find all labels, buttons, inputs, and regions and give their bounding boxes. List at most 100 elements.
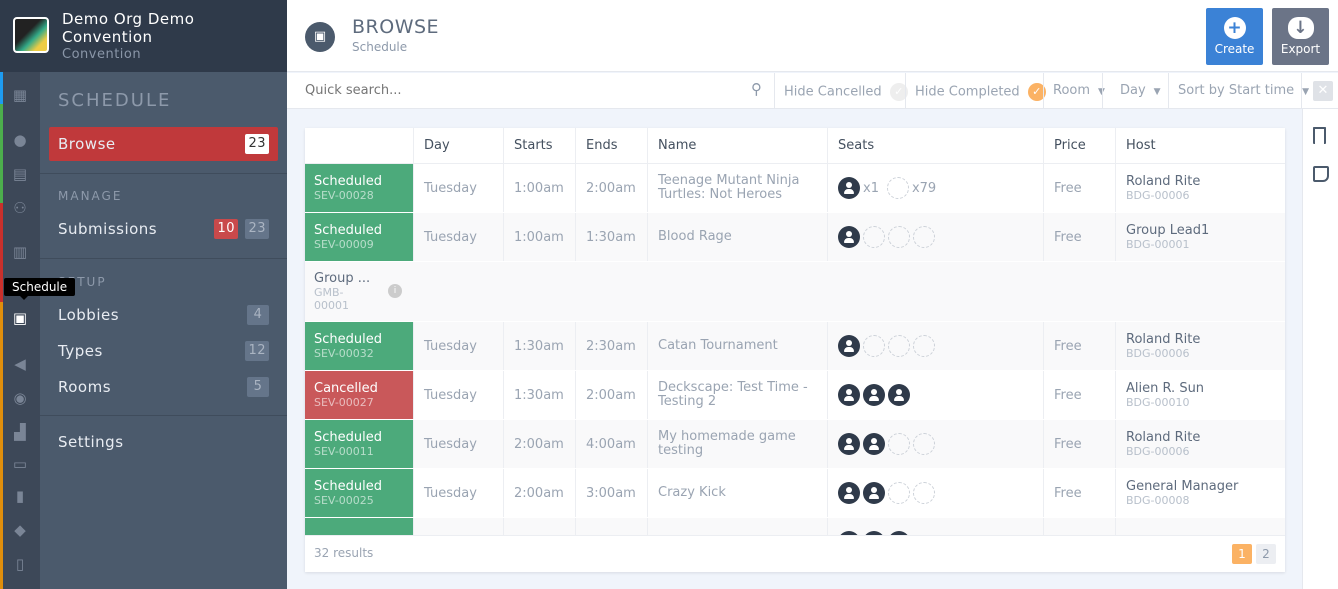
seat-empty-icon	[913, 226, 935, 248]
note-icon[interactable]	[1313, 166, 1329, 182]
sidebar-item-settings[interactable]: Settings	[49, 425, 278, 459]
podium-icon[interactable]: ▟	[14, 423, 26, 441]
org-subtitle: Convention	[62, 47, 142, 62]
count-badge: 4	[247, 305, 269, 325]
column-header[interactable]: Host	[1115, 128, 1285, 164]
host-cell[interactable]: General Manager BDG-00008	[1115, 469, 1285, 517]
barcode-icon[interactable]: ▥	[12, 243, 28, 261]
caret-down-icon: ▼	[1098, 87, 1105, 97]
info-icon[interactable]: i	[388, 284, 402, 298]
host-cell[interactable]: Roland Rite BDG-00006	[1115, 164, 1285, 212]
group-row[interactable]: Group ... GMB-00001 i	[305, 262, 1285, 322]
host-name: Alien R. Sun	[1126, 381, 1205, 396]
library-icon[interactable]: ▮	[15, 487, 25, 505]
ends-cell	[575, 518, 647, 535]
sort-dropdown[interactable]: Sort by Start time ▼	[1178, 83, 1309, 98]
starts-cell: 2:00am	[503, 469, 575, 517]
name-cell[interactable]: My homemade game testing	[647, 420, 827, 468]
host-name: Roland Rite	[1126, 535, 1200, 536]
section-manage: MANAGE	[58, 189, 123, 203]
host-name: General Manager	[1126, 479, 1239, 494]
table-row[interactable]: Scheduled SEV-00032 Tuesday 1:30am 2:30am…	[305, 322, 1285, 371]
day-dropdown[interactable]: Day ▼	[1120, 83, 1161, 98]
org-logo[interactable]	[13, 17, 49, 53]
seat-empty-icon	[913, 482, 935, 504]
sidebar-item-browse[interactable]: Browse 23	[49, 127, 278, 161]
label: Browse	[58, 135, 116, 153]
bookmark-icon[interactable]	[1313, 127, 1326, 144]
column-header[interactable]: Starts	[503, 128, 575, 164]
status: Scheduled	[314, 430, 382, 445]
ends-cell: 4:00am	[575, 420, 647, 468]
column-header[interactable]	[305, 128, 413, 164]
sidebar-item-submissions[interactable]: Submissions 10 23	[49, 212, 278, 246]
clear-filters-button[interactable]: ✕	[1313, 81, 1333, 101]
chat-icon[interactable]: ◆	[14, 521, 26, 539]
host-cell[interactable]: Group Lead1 BDG-00001	[1115, 213, 1285, 261]
user-icon[interactable]: ●	[13, 131, 27, 149]
host-cell[interactable]: Roland Rite BDG-00006	[1115, 420, 1285, 468]
name-cell[interactable]: Catan Tournament	[647, 322, 827, 370]
page-1-button[interactable]: 1	[1232, 544, 1252, 564]
column-header[interactable]: Name	[647, 128, 827, 164]
column-header[interactable]: Ends	[575, 128, 647, 164]
seat-empty-icon	[888, 482, 910, 504]
sidebar-item-lobbies[interactable]: Lobbies 4	[49, 298, 278, 332]
room-dropdown[interactable]: Room ▼	[1053, 83, 1105, 98]
name-cell[interactable]: Deckscape: Test Time - Testing 2	[647, 371, 827, 419]
host-cell[interactable]: Alien R. Sun BDG-00010	[1115, 371, 1285, 419]
schedule-table: Day Starts Ends Name Seats Price Host Schedule…	[305, 128, 1285, 572]
name-cell[interactable]: Teenage Mutant Ninja Turtles: Not Heroes	[647, 164, 827, 212]
host-cell[interactable]: Roland Rite BDG-00006	[1115, 322, 1285, 370]
column-header[interactable]: Seats	[827, 128, 1043, 164]
ends-cell: 3:00am	[575, 469, 647, 517]
table-row[interactable]: Scheduled SEV-00009 Tuesday 1:00am 1:30am…	[305, 213, 1285, 262]
table-row[interactable]: Scheduled Roland Rite	[305, 518, 1285, 535]
table-row[interactable]: Scheduled SEV-00011 Tuesday 2:00am 4:00am…	[305, 420, 1285, 469]
host-cell[interactable]: Roland Rite	[1115, 518, 1285, 535]
status-badge: Cancelled SEV-00027	[305, 371, 413, 419]
label: Settings	[58, 433, 124, 451]
label: Create	[1214, 42, 1255, 56]
support-icon[interactable]: ◉	[13, 389, 27, 407]
caret-down-icon: ▼	[1153, 87, 1161, 97]
host-name: Roland Rite	[1126, 430, 1201, 445]
table-row[interactable]: Cancelled SEV-00027 Tuesday 1:30am 2:00am…	[305, 371, 1285, 420]
dashboard-icon[interactable]: ▦	[12, 86, 28, 104]
export-button[interactable]: ↓ Export	[1272, 8, 1329, 65]
org-header: Demo Org Demo Convention Convention	[0, 0, 287, 72]
column-header[interactable]: Day	[413, 128, 503, 164]
name-cell[interactable]: Blood Rage	[647, 213, 827, 261]
badge-icon[interactable]: ▤	[12, 165, 28, 183]
table-row[interactable]: Scheduled SEV-00025 Tuesday 2:00am 3:00am…	[305, 469, 1285, 518]
caret-down-icon: ▼	[1302, 87, 1310, 97]
name-cell[interactable]: Crazy Kick	[647, 469, 827, 517]
cloud-download-icon: ↓	[1287, 17, 1314, 39]
hide-cancelled-toggle[interactable]: Hide Cancelled ✓	[784, 83, 908, 101]
table-body: Scheduled SEV-00028 Tuesday 1:00am 2:00am…	[305, 164, 1285, 535]
name-cell[interactable]	[647, 518, 827, 535]
event-id: SEV-00028	[314, 189, 374, 202]
hide-completed-toggle[interactable]: Hide Completed ✓	[915, 83, 1046, 101]
search-input[interactable]	[305, 83, 735, 98]
status: Scheduled	[314, 174, 382, 189]
sidebar-item-rooms[interactable]: Rooms 5	[49, 370, 278, 404]
price-cell: Free	[1043, 164, 1115, 212]
file-icon[interactable]: ▯	[15, 555, 25, 573]
status: Scheduled	[314, 332, 382, 347]
sidebar-item-types[interactable]: Types 12	[49, 334, 278, 368]
search-icon[interactable]: ⚲	[751, 80, 762, 98]
calendar-icon[interactable]: ▣	[12, 309, 28, 327]
create-button[interactable]: + Create	[1206, 8, 1263, 65]
people-icon[interactable]: ⚇	[13, 199, 27, 217]
inbox-icon[interactable]: ▭	[12, 455, 28, 473]
host-name: Roland Rite	[1126, 174, 1201, 189]
column-header[interactable]: Price	[1043, 128, 1115, 164]
tooltip: Schedule	[4, 278, 76, 300]
page-2-button[interactable]: 2	[1256, 544, 1276, 564]
megaphone-icon[interactable]: ◀	[14, 355, 26, 373]
seats-cell	[827, 469, 1043, 517]
table-row[interactable]: Scheduled SEV-00028 Tuesday 1:00am 2:00am…	[305, 164, 1285, 213]
seat-filled-icon	[838, 384, 860, 406]
host-id: BDG-00010	[1126, 396, 1190, 409]
